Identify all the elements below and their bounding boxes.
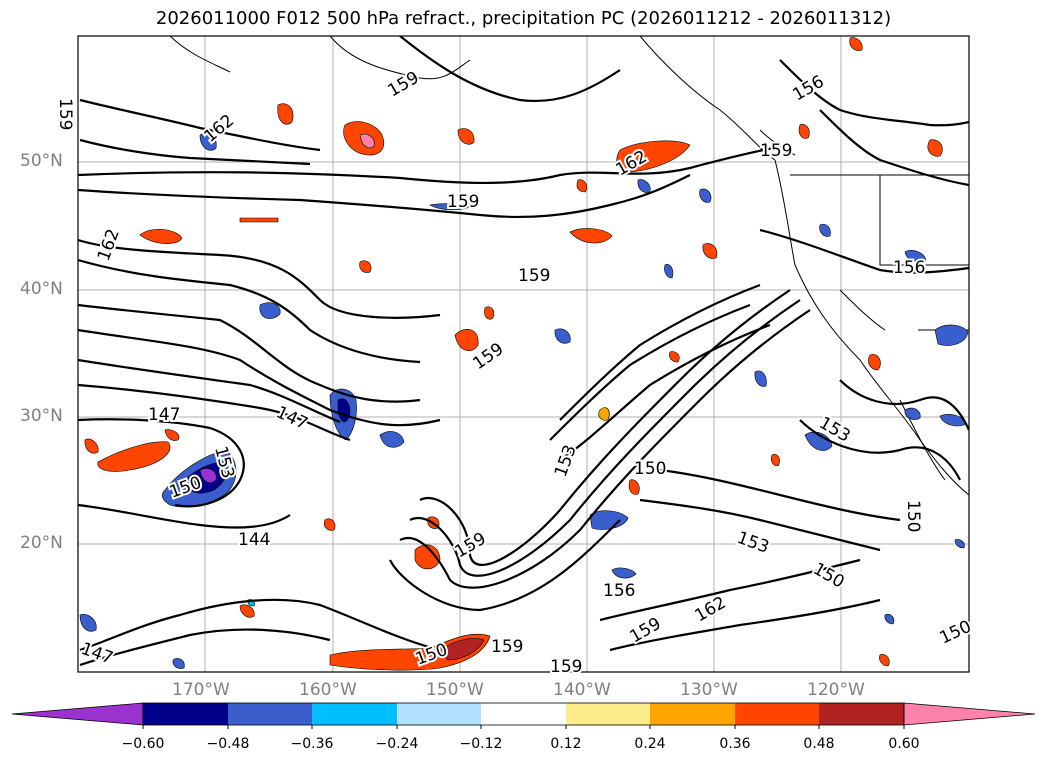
graticule [78,36,969,672]
lat-label-40n: 40°N [20,279,63,299]
map-frame [77,35,970,673]
colorbar-outline [142,702,905,726]
colorbar-tick: −0.48 [206,736,250,752]
lon-label-130w: 130°W [680,680,738,700]
colorbar [11,702,1036,729]
precip-shading [79,37,969,671]
lat-label-50n: 50°N [20,151,63,171]
colorbar-segment [397,703,481,725]
contour-label: 159 [550,657,582,677]
contour-label: 144 [238,530,270,550]
colorbar-tick: −0.12 [459,736,503,752]
lon-label-150w: 150°W [426,680,484,700]
contour-label: 159 [518,266,550,286]
colorbar-tick: −0.36 [290,736,334,752]
contour-label: 147 [148,405,180,425]
map-background [78,36,969,672]
colorbar-segment [228,703,312,725]
contour-label: 159 [491,637,523,657]
colorbar-tick: 0.36 [719,736,751,752]
contour-label: 156 [603,581,635,601]
lat-label-20n: 20°N [20,533,63,553]
colorbar-segment [566,703,650,725]
contour-label: 156 [893,258,925,278]
colorbar-tick: 0.24 [634,736,666,752]
lon-label-170w: 170°W [172,680,230,700]
map-title: 2026011000 F012 500 hPa refract., precip… [155,8,892,29]
contour-label: 159 [55,98,75,130]
colorbar-extend-max [903,702,1036,726]
contour-label: 159 [760,141,792,161]
colorbar-extend-min [11,702,144,726]
colorbar-tick: −0.60 [121,736,165,752]
lon-label-160w: 160°W [299,680,357,700]
colorbar-segment [143,703,228,725]
colorbar-segment [650,703,735,725]
colorbar-tick: −0.24 [375,736,419,752]
colorbar-segment [481,703,566,725]
colorbar-tick: 0.60 [888,736,920,752]
lon-label-140w: 140°W [553,680,611,700]
contour-label: 150 [634,459,666,479]
coastlines [169,36,969,496]
colorbar-tick: 0.48 [803,736,835,752]
colorbar-segment [735,703,819,725]
contour-label: 150 [903,500,923,532]
contour-label: 159 [447,192,479,212]
lat-label-30n: 30°N [20,406,63,426]
lon-label-120w: 120°W [807,680,865,700]
height-contours [78,36,969,667]
colorbar-segment [819,703,904,725]
colorbar-tick: 0.12 [550,736,582,752]
colorbar-segment [312,703,397,725]
